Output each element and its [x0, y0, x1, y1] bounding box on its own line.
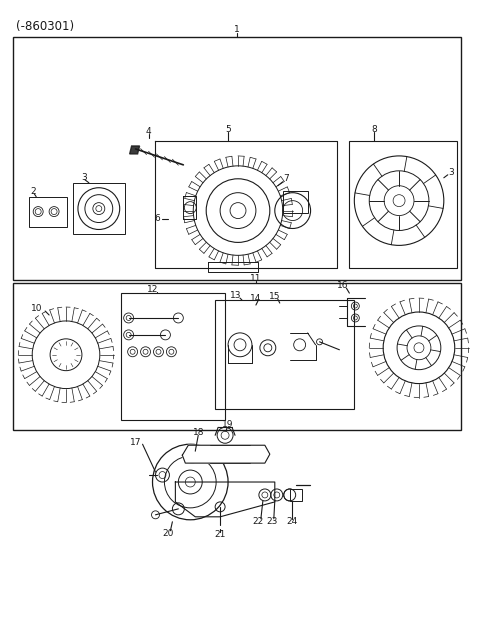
- Bar: [215, 300, 354, 409]
- Text: 23: 23: [266, 518, 277, 526]
- Text: 1: 1: [234, 25, 240, 34]
- Text: 17: 17: [130, 438, 141, 447]
- Bar: [283, 191, 308, 213]
- Text: 11: 11: [250, 274, 262, 282]
- Text: 3: 3: [448, 168, 454, 177]
- Text: 24: 24: [286, 518, 297, 526]
- Text: 7: 7: [283, 174, 288, 183]
- Text: 21: 21: [215, 530, 226, 539]
- Bar: [29, 197, 67, 226]
- Bar: [290, 489, 301, 501]
- Text: 15: 15: [269, 292, 280, 301]
- Bar: [349, 141, 457, 268]
- Bar: [13, 37, 461, 280]
- Text: 6: 6: [155, 214, 160, 223]
- Text: 5: 5: [225, 124, 231, 134]
- Bar: [73, 182, 125, 234]
- Text: 22: 22: [252, 518, 264, 526]
- Text: 2: 2: [30, 188, 36, 196]
- Polygon shape: [182, 445, 270, 463]
- Text: 12: 12: [147, 284, 158, 294]
- Text: 10: 10: [31, 304, 43, 312]
- Text: 8: 8: [372, 124, 377, 134]
- Text: 19: 19: [222, 420, 234, 429]
- Text: 18: 18: [192, 428, 204, 437]
- Text: 3: 3: [81, 173, 87, 182]
- Polygon shape: [130, 146, 140, 154]
- Bar: [120, 293, 225, 421]
- Text: 16: 16: [336, 281, 348, 289]
- Bar: [13, 283, 461, 431]
- Text: 14: 14: [250, 294, 262, 302]
- Text: 4: 4: [146, 126, 151, 136]
- Text: (-860301): (-860301): [16, 20, 74, 32]
- Text: 20: 20: [163, 529, 174, 538]
- Text: 13: 13: [230, 291, 242, 299]
